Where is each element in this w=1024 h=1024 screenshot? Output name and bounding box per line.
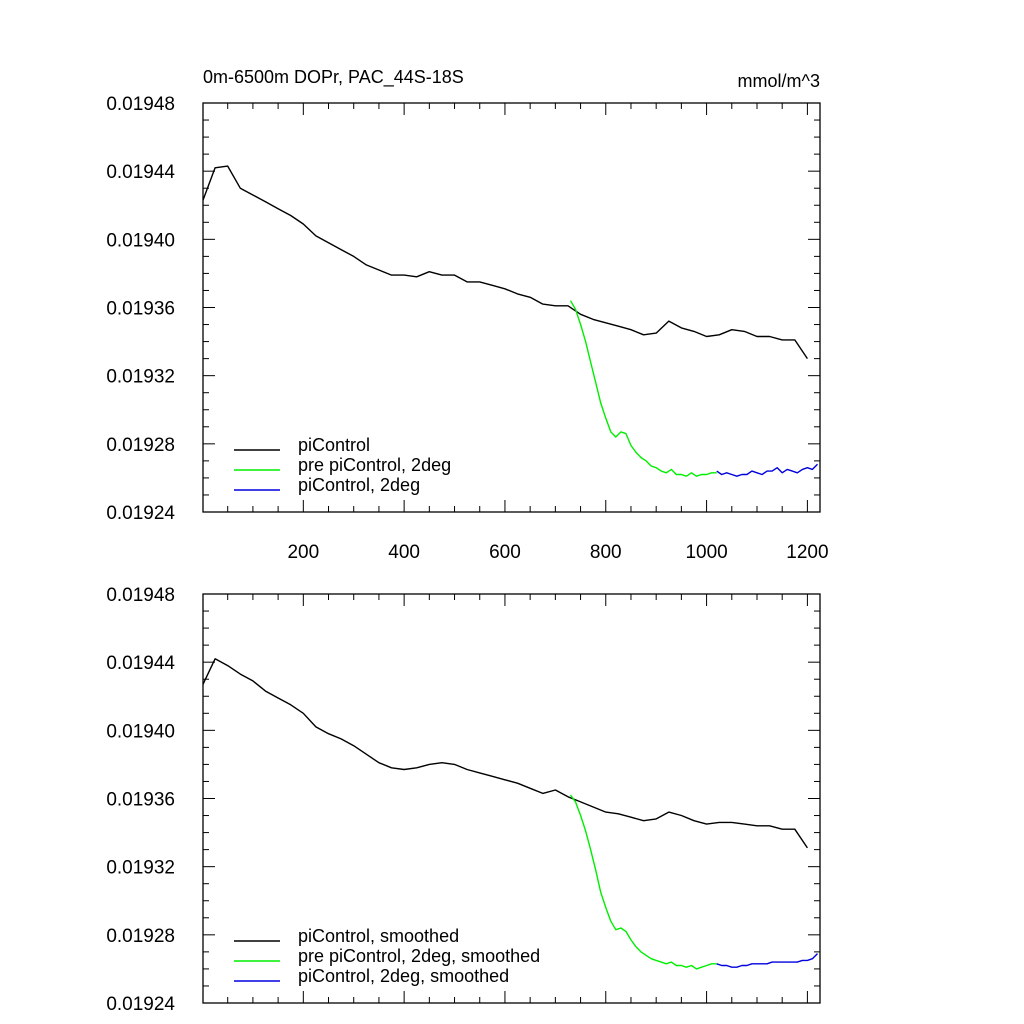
panel-bottom-series	[202, 658, 818, 970]
legend-label: pre piControl, 2deg	[298, 455, 451, 475]
panel-top-frame	[202, 102, 821, 513]
x-tick-label: 600	[489, 542, 521, 563]
y-tick-label: 0.01940	[106, 230, 175, 251]
y-tick-label: 0.01936	[106, 299, 175, 320]
x-tick-label: 400	[388, 542, 420, 563]
y-tick-label: 0.01948	[106, 94, 175, 115]
y-tick-label: 0.01944	[106, 162, 175, 183]
y-tick-label: 0.01932	[106, 858, 175, 879]
y-tick-label: 0.01924	[106, 994, 175, 1015]
panel-bottom-series-2-line	[716, 953, 818, 968]
y-tick-label: 0.01944	[106, 653, 175, 674]
x-tick-label: 1200	[786, 542, 828, 563]
y-tick-label: 0.01940	[106, 721, 175, 742]
x-tick-label: 200	[287, 542, 319, 563]
panel-top-series-0-line	[202, 165, 808, 359]
panel-bottom-series-1-line	[569, 794, 717, 970]
panel-top-x-tick-labels: 200 400 600 800 1000 1200	[287, 542, 828, 563]
panel-bottom-ticks	[203, 593, 820, 1004]
legend-label: piControl, 2deg, smoothed	[298, 966, 509, 986]
figure-title: 0m-6500m DOPr, PAC_44S-18S	[203, 67, 464, 88]
panel-bottom-frame	[202, 593, 821, 1004]
y-tick-label: 0.01924	[106, 503, 175, 524]
legend-label: piControl, smoothed	[298, 926, 459, 946]
panel-top-series-1-line	[569, 300, 717, 477]
panel-top-series	[202, 165, 818, 477]
y-tick-label: 0.01936	[106, 790, 175, 811]
x-tick-label: 800	[590, 542, 622, 563]
y-tick-label: 0.01928	[106, 926, 175, 947]
panel-bottom-series-0-line	[202, 658, 808, 849]
panel-bottom-y-tick-labels: 0.01924 0.01928 0.01932 0.01936 0.01940 0.019…	[106, 585, 175, 1015]
legend-label: piControl	[298, 435, 370, 455]
x-tick-label: 1000	[685, 542, 727, 563]
panel-top-y-tick-labels: 0.01924 0.01928 0.01932 0.01936 0.01940 0.019…	[106, 94, 175, 524]
panel-bottom: 0.01924 0.01928 0.01932 0.01936 0.01940 0.019…	[106, 585, 821, 1015]
legend-label: pre piControl, 2deg, smoothed	[298, 946, 540, 966]
legend-label: piControl, 2deg	[298, 475, 420, 495]
units-label: mmol/m^3	[738, 71, 820, 91]
panel-top-ticks	[203, 102, 820, 513]
y-tick-label: 0.01948	[106, 585, 175, 606]
y-tick-label: 0.01928	[106, 435, 175, 456]
y-tick-label: 0.01932	[106, 367, 175, 388]
panel-top: 0.01924 0.01928 0.01932 0.01936 0.01940 0.019…	[106, 94, 828, 563]
panel-top-series-2-line	[716, 463, 818, 477]
